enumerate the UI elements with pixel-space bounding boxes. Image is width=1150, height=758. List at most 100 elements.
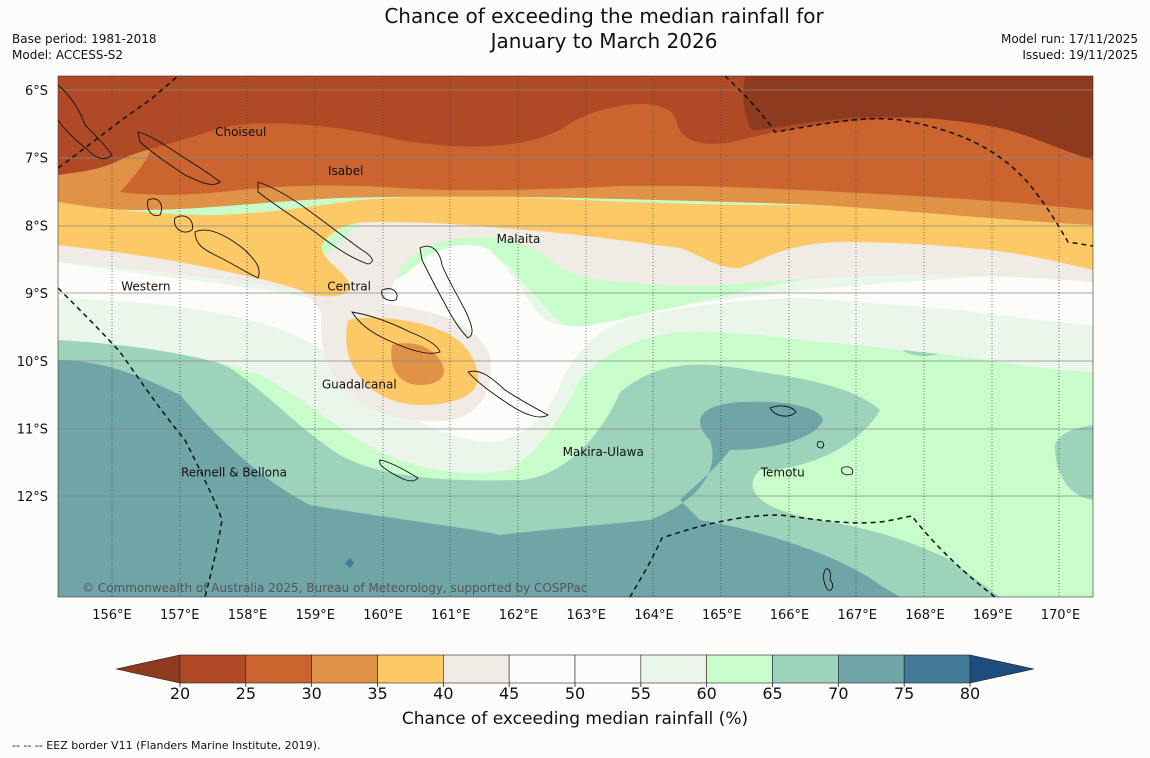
colorbar-tick-label: 40 [433,684,453,700]
band-65-70-east [1055,425,1093,500]
lat-tick-label: 12°S [17,490,48,505]
band-50-55 [58,244,1093,442]
lon-tick-label: 156°E [92,608,132,623]
band-75-80-dot [345,558,354,568]
colorbar-under-triangle [115,654,181,684]
coast-malaita [419,245,473,339]
issued-date: Issued: 19/11/2025 [1022,48,1138,62]
region-label-makira-ulawa: Makira-Ulawa [563,445,644,459]
eez-border-south [629,514,996,597]
lon-tick-label: 164°E [634,608,674,623]
lat-tick-label: 11°S [17,423,48,438]
lat-tick-label: 9°S [25,287,48,302]
title-line-2: January to March 2026 [490,29,718,53]
coast-bougainville [58,84,113,160]
colorbar-tick-label: 55 [631,684,651,700]
colorbar-bin-65-70 [772,654,839,684]
region-label-central: Central [327,279,371,293]
colorbar-tick-label: 35 [367,684,387,700]
model-info: Base period: 1981-2018 Model: ACCESS-S2 [12,31,157,63]
lat-tick-label: 10°S [17,355,48,370]
eez-border-southwest [58,287,223,597]
colorbar-bin-45-50 [508,654,576,684]
region-label-malaita: Malaita [497,232,541,246]
colorbar-bin-70-75 [838,654,905,684]
colorbar-ticks: 20 25 30 35 40 45 50 55 60 65 70 75 80 [170,683,980,700]
region-labels: Choiseul Isabel Malaita Central Western Guada… [121,125,804,480]
coast-new-georgia [147,198,260,279]
rainfall-probability-field [58,76,1093,597]
region-label-choiseul: Choiseul [215,125,266,139]
copyright-notice: © Commonwealth of Australia 2025, Bureau… [82,581,587,595]
region-label-rennell-bellona: Rennell & Bellona [181,466,287,480]
base-period: Base period: 1981-2018 [12,32,157,46]
lon-tick-label: 160°E [363,608,403,623]
lon-tick-label: 161°E [431,608,471,623]
lon-tick-label: 169°E [973,608,1013,623]
region-label-isabel: Isabel [328,164,363,178]
colorbar-tick-label: 30 [301,684,321,700]
colorbar-bin-75-80 [903,654,971,684]
eez-border-northeast [724,76,1093,247]
coast-choiseul [137,131,221,185]
colorbar-bin-35-40 [377,654,444,684]
coast-makira [467,370,549,418]
colorbar-tick-label: 70 [828,684,848,700]
model-run-date: Model run: 17/11/2025 [1000,32,1138,46]
band-70-75 [58,360,900,597]
lon-tick-label: 167°E [837,608,877,623]
coast-isabel [257,181,373,265]
model-name: Model: ACCESS-S2 [12,48,124,62]
colorbar-bin-40-45 [443,654,510,684]
coast-vanuatu [823,568,834,591]
lat-tick-label: 7°S [25,152,48,167]
lon-tick-label: 168°E [905,608,945,623]
colorbar-tick-label: 50 [565,684,585,700]
colorbar-tick-label: 65 [762,684,782,700]
eez-border-northwest [58,76,179,169]
colorbar-bins [179,654,971,684]
graticule [58,89,1093,497]
lon-tick-label: 166°E [770,608,810,623]
coast-guadalcanal [351,311,441,354]
lon-tick-label: 165°E [702,608,742,623]
colorbar-bin-55-60 [640,654,707,684]
region-label-temotu: Temotu [760,466,805,480]
map-frame [57,75,1094,598]
lon-tick-label: 158°E [228,608,268,623]
band-35-40 [58,195,1093,297]
title-line-1: Chance of exceeding the median rainfall … [384,4,824,28]
lat-tick-label: 8°S [25,219,48,234]
longitude-labels: 156°E 157°E 158°E 159°E 160°E 161°E 162°E 163°E… [92,608,1080,623]
lon-tick-label: 162°E [499,608,539,623]
colorbar-tick-label: 80 [960,684,980,700]
lon-tick-label: 157°E [160,608,200,623]
latitude-labels: 6°S 7°S 8°S 9°S 10°S 11°S 12°S [17,84,48,505]
coast-santa-cruz [769,405,854,476]
colorbar-bin-25-30 [245,654,312,684]
lon-tick-label: 159°E [295,608,335,623]
colorbar: 20 25 30 35 40 45 50 55 60 65 70 75 80 [115,654,1035,700]
lat-tick-label: 6°S [25,84,48,99]
region-label-western: Western [121,279,170,293]
lon-tick-label: 170°E [1041,608,1081,623]
colorbar-tick-label: 75 [894,684,914,700]
eez-footnote: -- -- -- EEZ border V11 (Flanders Marine… [12,739,321,752]
colorbar-bin-30-35 [311,654,378,684]
colorbar-over-triangle [969,654,1035,684]
coast-rennell [379,459,419,482]
colorbar-bin-60-65 [706,654,773,684]
forecast-map: Choiseul Isabel Malaita Central Western Guada… [17,75,1094,700]
colorbar-tick-label: 45 [499,684,519,700]
colorbar-tick-label: 60 [696,684,716,700]
colorbar-bin-50-55 [574,654,642,684]
coastlines [58,84,854,591]
band-under-20 [743,76,1093,160]
eez-borders [58,76,1093,597]
colorbar-tick-label: 20 [170,684,190,700]
coast-central [381,288,398,301]
lon-tick-label: 163°E [566,608,606,623]
colorbar-tick-label: 25 [236,684,256,700]
colorbar-bin-20-25 [179,654,247,684]
region-label-guadalcanal: Guadalcanal [322,377,397,391]
